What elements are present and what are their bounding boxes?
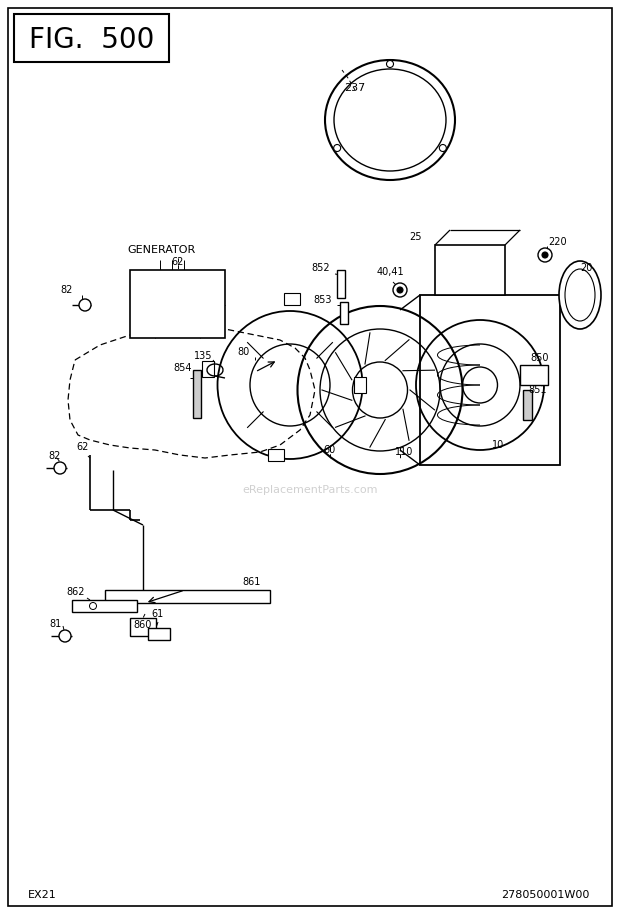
Text: 850: 850	[531, 353, 549, 363]
Bar	[105, 590, 270, 603]
Text: EX21: EX21	[28, 890, 57, 900]
Text: 220: 220	[549, 237, 567, 247]
Text: 40,41: 40,41	[376, 267, 404, 277]
Text: 237: 237	[344, 83, 366, 93]
Circle shape	[393, 283, 407, 297]
Bar	[520, 365, 548, 385]
Bar	[284, 293, 300, 305]
Text: 854: 854	[174, 363, 192, 373]
Bar	[14, 14, 169, 62]
Text: 861: 861	[243, 577, 261, 587]
Ellipse shape	[559, 261, 601, 329]
Bar	[148, 628, 170, 640]
Bar	[340, 302, 348, 324]
Text: 62: 62	[77, 442, 89, 452]
Circle shape	[59, 630, 71, 642]
FancyBboxPatch shape	[130, 270, 225, 338]
Circle shape	[89, 602, 97, 610]
Text: eReplacementParts.com: eReplacementParts.com	[242, 485, 378, 495]
Bar	[435, 245, 505, 295]
Text: 110: 110	[395, 447, 413, 457]
Text: 10: 10	[492, 440, 504, 450]
Text: 851: 851	[529, 385, 547, 395]
Text: 20: 20	[580, 263, 592, 273]
Bar	[193, 370, 201, 418]
Text: GENERATOR: GENERATOR	[127, 245, 195, 255]
Bar	[354, 377, 366, 393]
Circle shape	[79, 299, 91, 311]
Ellipse shape	[565, 269, 595, 321]
Bar	[420, 295, 560, 465]
Bar	[130, 618, 156, 636]
Text: 852: 852	[312, 263, 330, 273]
Circle shape	[54, 462, 66, 474]
Text: 60: 60	[323, 445, 335, 455]
Text: 862: 862	[67, 587, 86, 597]
Text: 62: 62	[172, 257, 184, 267]
Text: 82: 82	[49, 451, 61, 461]
Text: 82: 82	[61, 285, 73, 295]
Text: 860: 860	[134, 620, 152, 630]
Circle shape	[397, 287, 403, 293]
Bar	[337, 270, 345, 298]
Text: 25: 25	[409, 232, 421, 242]
Text: FIG.  500: FIG. 500	[29, 26, 154, 54]
Bar	[202, 361, 214, 377]
Text: 61: 61	[152, 609, 164, 619]
Circle shape	[542, 252, 548, 258]
Text: 853: 853	[314, 295, 332, 305]
Circle shape	[440, 144, 446, 152]
Bar	[523, 390, 532, 420]
Circle shape	[334, 144, 340, 152]
Bar	[268, 449, 284, 461]
Circle shape	[386, 60, 394, 68]
Text: 81: 81	[49, 619, 61, 629]
Circle shape	[538, 248, 552, 262]
Text: 278050001W00: 278050001W00	[502, 890, 590, 900]
Text: 135: 135	[193, 351, 212, 361]
Bar	[72, 600, 137, 612]
Text: 80: 80	[237, 347, 249, 357]
